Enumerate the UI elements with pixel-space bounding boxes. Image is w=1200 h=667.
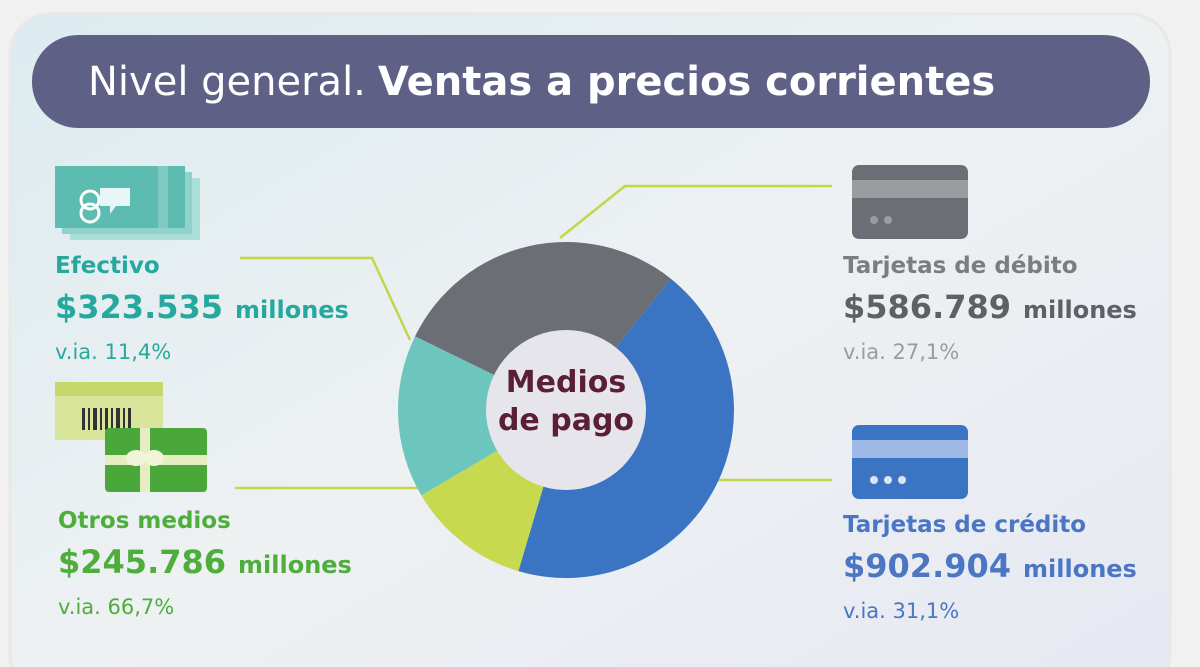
unit: millones: [1023, 555, 1137, 583]
slice: [421, 445, 547, 572]
value: $245.786: [58, 543, 226, 581]
category-label: Tarjetas de crédito: [843, 512, 1086, 538]
value-label: $902.904 millones: [843, 547, 1137, 585]
value: $323.535: [55, 288, 223, 326]
yoy-label: v.ia. 27,1%: [843, 340, 959, 364]
donut-hole: [486, 330, 646, 490]
value: $902.904: [843, 547, 1011, 585]
credit-card-icon: [852, 425, 968, 499]
value-label: $586.789 millones: [843, 288, 1137, 326]
yoy-label: v.ia. 31,1%: [843, 599, 959, 623]
gift-icon: [55, 382, 207, 492]
center-label: de pago: [498, 403, 634, 438]
unit: millones: [235, 296, 349, 324]
cash-icon: [55, 166, 200, 240]
yoy-label: v.ia. 66,7%: [58, 595, 174, 619]
slice: [398, 336, 506, 496]
value: $586.789: [843, 288, 1011, 326]
debit-card-icon: [852, 165, 968, 239]
unit: millones: [1023, 296, 1137, 324]
leader-lines: [235, 184, 832, 490]
title-bar: [32, 35, 1150, 128]
category-label: Efectivo: [55, 253, 160, 279]
slice: [518, 278, 735, 579]
unit: millones: [238, 551, 352, 579]
title: Nivel general. Ventas a precios corriente…: [88, 59, 995, 105]
category-label: Otros medios: [58, 508, 231, 534]
center-label: Medios: [506, 365, 626, 400]
value-label: $323.535 millones: [55, 288, 349, 326]
yoy-label: v.ia. 11,4%: [55, 340, 171, 364]
title-main: Ventas a precios corrientes: [378, 59, 995, 105]
value-label: $245.786 millones: [58, 543, 352, 581]
title-lead: Nivel general.: [88, 59, 366, 105]
labels: Tarjetas de débito $586.789 millones v.ia. …: [55, 253, 1137, 623]
category-label: Tarjetas de débito: [843, 253, 1078, 279]
